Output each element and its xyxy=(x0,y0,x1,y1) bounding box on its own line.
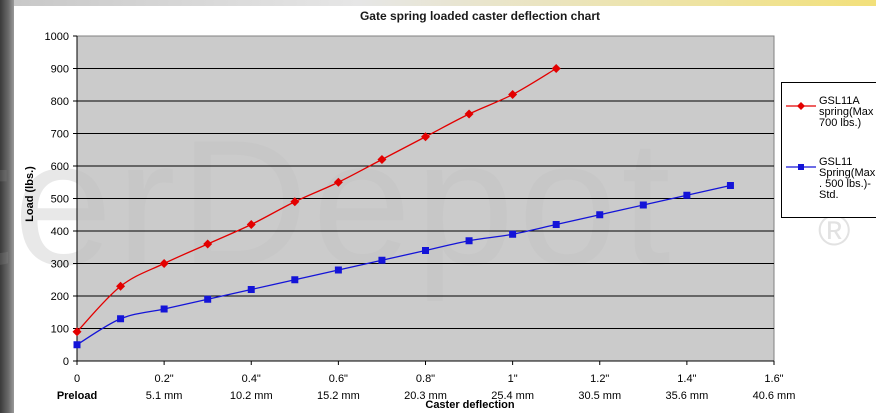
x-tick-label-mm: 40.6 mm xyxy=(753,390,796,402)
y-tick-label: 500 xyxy=(51,194,69,206)
data-point-square xyxy=(334,266,342,274)
x-tick-label-mm: 25.4 mm xyxy=(491,390,534,402)
y-tick-labels: 0 100 200 300 400 500 600 700 800 900 1000 xyxy=(45,31,69,368)
x-tick-label-inch: 0.2" xyxy=(155,373,174,385)
series-line-2 xyxy=(76,184,731,346)
legend-label-line: Std. xyxy=(819,189,839,201)
data-point-square xyxy=(509,230,517,238)
y-tick-label: 300 xyxy=(51,259,69,271)
data-point-square xyxy=(247,286,255,293)
data-point-diamond xyxy=(464,109,474,119)
chart-title: Gate spring loaded caster deflection cha… xyxy=(359,9,601,23)
data-point-square xyxy=(291,276,299,284)
x-tick-label-inch: 0.6" xyxy=(329,373,348,385)
data-point-square xyxy=(552,221,560,228)
data-point-diamond xyxy=(72,327,82,337)
x-tick-label-inch: 0.8" xyxy=(416,373,435,385)
y-tick-label: 400 xyxy=(51,226,69,238)
x-tick-label-inch: 0.4" xyxy=(242,373,261,385)
data-point-square xyxy=(160,305,168,313)
x-tick-label-mm: Preload xyxy=(57,390,97,402)
x-tick-label-mm: 20.3 mm xyxy=(404,390,447,402)
legend-label-line: GSL11A xyxy=(819,95,860,107)
data-point-diamond xyxy=(377,155,387,164)
legend-swatch-red-diamond xyxy=(786,102,816,110)
data-point-square xyxy=(422,247,429,254)
data-point-diamond xyxy=(333,177,343,187)
y-tick-label: 100 xyxy=(51,324,69,336)
x-tick-labels: 0 Preload 0.2" 5.1 mm 0.4" 10.2 mm 0.6" 15.2 mm… xyxy=(57,373,796,402)
x-tick-label-mm: 30.5 mm xyxy=(578,390,621,402)
x-axis-title: Caster deflection xyxy=(425,399,515,411)
data-point-square xyxy=(465,237,473,245)
x-tick-label-inch: 0 xyxy=(74,373,80,385)
data-point-square xyxy=(73,341,81,349)
data-point-diamond xyxy=(159,259,169,268)
gridlines xyxy=(77,68,774,329)
legend-label-line: GSL11 xyxy=(819,156,853,168)
x-tick-label-inch: 1.4" xyxy=(677,373,696,385)
data-point-diamond xyxy=(246,220,256,229)
x-tick-label-inch: 1.2" xyxy=(590,373,609,385)
data-point-diamond xyxy=(508,90,518,99)
y-tick-label: 900 xyxy=(51,64,69,76)
legend-label-line: Spring(Max xyxy=(819,167,876,179)
legend-label-line: . 500 lbs.)- xyxy=(819,178,871,190)
y-tick-label: 1000 xyxy=(45,31,69,43)
top-decor-band xyxy=(14,0,876,6)
data-point-square xyxy=(378,256,386,264)
y-tick-label: 700 xyxy=(51,129,69,141)
series-lines xyxy=(72,64,734,349)
left-decor-band xyxy=(0,0,14,413)
legend: GSL11A spring(Max 700 lbs.) GSL11 Spring… xyxy=(781,82,876,218)
data-point-diamond xyxy=(203,239,213,249)
data-point-diamond xyxy=(290,197,300,207)
data-point-square xyxy=(639,201,647,209)
data-point-square xyxy=(683,191,691,199)
legend-swatch-blue-square xyxy=(786,164,816,170)
y-axis-title: Load (lbs.) xyxy=(24,166,36,222)
y-tick-label: 0 xyxy=(63,356,69,368)
legend-label-line: 700 lbs.) xyxy=(819,117,862,129)
y-tick-label: 800 xyxy=(51,96,69,108)
x-tick-label-mm: 15.2 mm xyxy=(317,390,360,402)
x-tick-label-inch: 1" xyxy=(508,373,518,385)
x-tick-label-mm: 35.6 mm xyxy=(665,390,708,402)
axes xyxy=(73,35,775,365)
data-point-diamond xyxy=(551,64,561,73)
x-tick-label-mm: 10.2 mm xyxy=(230,390,273,402)
data-point-square xyxy=(726,182,734,189)
y-tick-label: 600 xyxy=(51,161,69,173)
data-point-diamond xyxy=(116,281,126,291)
x-tick-label-inch: 1.6" xyxy=(764,373,783,385)
legend-label-line: spring(Max xyxy=(819,106,874,118)
data-point-square xyxy=(117,315,125,323)
series-line-1 xyxy=(76,67,557,333)
data-point-square xyxy=(596,211,604,219)
y-tick-label: 200 xyxy=(51,291,69,303)
data-point-square xyxy=(204,295,212,303)
data-point-diamond xyxy=(421,132,430,142)
x-tick-label-mm: 5.1 mm xyxy=(146,390,183,402)
